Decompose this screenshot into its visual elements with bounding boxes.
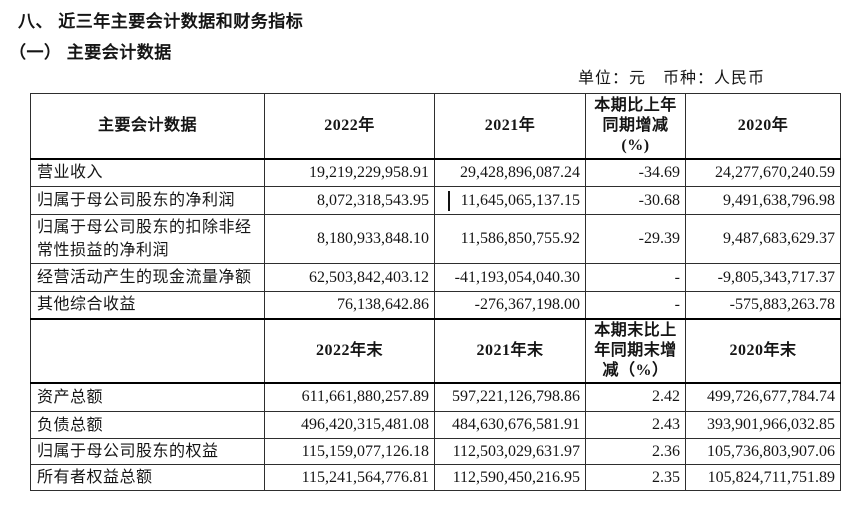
value-2021-cell: 112,503,029,631.97	[434, 438, 586, 465]
value-2022-cell: 8,072,318,543.95	[264, 186, 435, 215]
metric-label-cell: 归属于母公司股东的净利润	[30, 186, 265, 215]
value-2022-cell: 115,241,564,776.81	[264, 464, 435, 491]
value-2021-cell: 112,590,450,216.95	[434, 464, 586, 491]
unit-currency-note: 单位：元 币种：人民币	[577, 70, 765, 87]
value-2020-cell: 499,726,677,784.74	[685, 382, 841, 412]
value-2021-cell: -276,367,198.00	[434, 291, 586, 320]
header-2021: 2021年	[434, 93, 586, 160]
value-change-cell: -	[585, 263, 686, 292]
table-row: 其他综合收益 76,138,642.86 -276,367,198.00 - -…	[30, 291, 841, 320]
accounting-data-table: 主要会计数据 2022年 2021年 本期比上年 同期增减 (%) 2020年 …	[30, 93, 841, 491]
header-2020: 2020年	[685, 93, 841, 160]
value-2022-cell: 62,503,842,403.12	[264, 263, 435, 292]
header-2020-end: 2020年末	[685, 318, 841, 384]
header-2021-end: 2021年末	[434, 318, 586, 384]
value-change-cell: -	[585, 291, 686, 320]
table-row: 归属于母公司股东的净利润 8,072,318,543.95 11,645,065…	[30, 186, 841, 215]
value-2020-cell: 9,487,683,629.37	[685, 214, 841, 264]
table-row: 归属于母公司股东的扣除非经 常性损益的净利润 8,180,933,848.10 …	[30, 214, 841, 264]
header-2022: 2022年	[264, 93, 435, 160]
table-row: 营业收入 19,219,229,958.91 29,428,896,087.24…	[30, 158, 841, 187]
value-2021-cell: 597,221,126,798.86	[434, 382, 586, 412]
metric-label-cell: 所有者权益总额	[30, 464, 265, 491]
value-change-cell: -29.39	[585, 214, 686, 264]
value-change-cell: 2.43	[585, 411, 686, 439]
value-2020-cell: 24,277,670,240.59	[685, 158, 841, 187]
metric-label-cell: 归属于母公司股东的扣除非经 常性损益的净利润	[30, 214, 265, 264]
header-empty	[30, 318, 265, 384]
header-end-change-pct: 本期末比上 年同期末增 减（%）	[585, 318, 686, 384]
value-change-cell: -30.68	[585, 186, 686, 215]
metric-label-cell: 负债总额	[30, 411, 265, 439]
table-row: 归属于母公司股东的权益 115,159,077,126.18 112,503,0…	[30, 438, 841, 465]
table-header-row-period: 主要会计数据 2022年 2021年 本期比上年 同期增减 (%) 2020年	[30, 93, 841, 160]
metric-label-cell: 其他综合收益	[30, 291, 265, 320]
value-2021-text: 11,645,065,137.15	[460, 191, 580, 209]
table-row: 所有者权益总额 115,241,564,776.81 112,590,450,2…	[30, 464, 841, 491]
value-change-cell: -34.69	[585, 158, 686, 187]
metric-label-cell: 经营活动产生的现金流量净额	[30, 263, 265, 292]
metric-label-cell: 资产总额	[30, 382, 265, 412]
value-2020-cell: 393,901,966,032.85	[685, 411, 841, 439]
value-2021-cell: 29,428,896,087.24	[434, 158, 586, 187]
value-2021-cell: 11,586,850,755.92	[434, 214, 586, 264]
value-change-cell: 2.36	[585, 438, 686, 465]
value-2020-cell: 9,491,638,796.98	[685, 186, 841, 215]
value-2020-cell: 105,736,803,907.06	[685, 438, 841, 465]
value-2022-cell: 19,219,229,958.91	[264, 158, 435, 187]
header-metric: 主要会计数据	[30, 93, 265, 160]
subsection-title: （一） 主要会计数据	[9, 43, 172, 62]
value-2022-cell: 115,159,077,126.18	[264, 438, 435, 465]
text-cursor	[448, 190, 450, 211]
value-2021-cell: 484,630,676,581.91	[434, 411, 586, 439]
value-2022-cell: 496,420,315,481.08	[264, 411, 435, 439]
header-2022-end: 2022年末	[264, 318, 435, 384]
value-2022-cell: 8,180,933,848.10	[264, 214, 435, 264]
value-2022-cell: 611,661,880,257.89	[264, 382, 435, 412]
value-2020-cell: -9,805,343,717.37	[685, 263, 841, 292]
table-row: 经营活动产生的现金流量净额 62,503,842,403.12 -41,193,…	[30, 263, 841, 292]
value-2020-cell: 105,824,711,751.89	[685, 464, 841, 491]
metric-label-cell: 营业收入	[30, 158, 265, 187]
value-2020-cell: -575,883,263.78	[685, 291, 841, 320]
value-change-cell: 2.35	[585, 464, 686, 491]
value-2022-cell: 76,138,642.86	[264, 291, 435, 320]
metric-label-cell: 归属于母公司股东的权益	[30, 438, 265, 465]
value-2021-cell: -41,193,054,040.30	[434, 263, 586, 292]
header-change-pct: 本期比上年 同期增减 (%)	[585, 93, 686, 160]
table-header-row-year-end: 2022年末 2021年末 本期末比上 年同期末增 减（%） 2020年末	[30, 318, 841, 384]
table-row: 资产总额 611,661,880,257.89 597,221,126,798.…	[30, 382, 841, 412]
value-2021-cell: 11,645,065,137.15	[434, 186, 586, 215]
table-row: 负债总额 496,420,315,481.08 484,630,676,581.…	[30, 411, 841, 439]
section-title: 八、 近三年主要会计数据和财务指标	[18, 12, 304, 31]
value-change-cell: 2.42	[585, 382, 686, 412]
